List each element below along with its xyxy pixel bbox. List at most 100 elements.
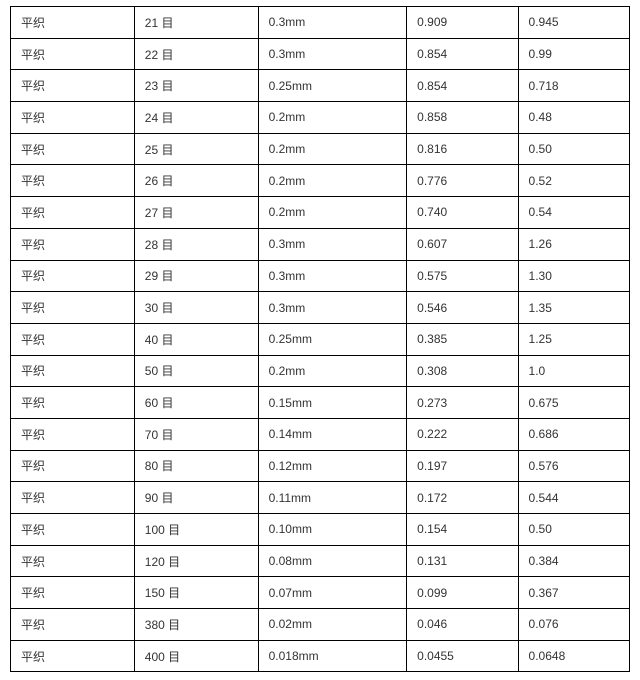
- table-cell: 0.172: [407, 482, 518, 514]
- table-cell: 平织: [11, 7, 135, 39]
- table-cell: 0.50: [518, 514, 629, 546]
- table-cell: 0.2mm: [258, 102, 407, 134]
- table-cell: 0.308: [407, 355, 518, 387]
- table-cell: 1.0: [518, 355, 629, 387]
- table-cell: 0.544: [518, 482, 629, 514]
- table-cell: 0.12mm: [258, 450, 407, 482]
- table-row: 平织400 目0.018mm0.04550.0648: [11, 640, 630, 672]
- table-cell: 0.2mm: [258, 355, 407, 387]
- table-cell: 0.2mm: [258, 133, 407, 165]
- table-cell: 平织: [11, 418, 135, 450]
- table-cell: 平织: [11, 640, 135, 672]
- table-row: 平织40 目0.25mm0.3851.25: [11, 323, 630, 355]
- table-cell: 30 目: [134, 292, 258, 324]
- table-cell: 0.776: [407, 165, 518, 197]
- table-cell: 0.076: [518, 609, 629, 641]
- table-cell: 0.607: [407, 228, 518, 260]
- table-cell: 平织: [11, 323, 135, 355]
- table-cell: 0.3mm: [258, 38, 407, 70]
- table-cell: 100 目: [134, 514, 258, 546]
- table-cell: 平织: [11, 133, 135, 165]
- table-row: 平织60 目0.15mm0.2730.675: [11, 387, 630, 419]
- table-cell: 0.3mm: [258, 7, 407, 39]
- table-cell: 21 目: [134, 7, 258, 39]
- table-cell: 0.384: [518, 545, 629, 577]
- table-row: 平织70 目0.14mm0.2220.686: [11, 418, 630, 450]
- table-cell: 0.15mm: [258, 387, 407, 419]
- table-cell: 平织: [11, 197, 135, 229]
- table-cell: 0.131: [407, 545, 518, 577]
- table-cell: 0.046: [407, 609, 518, 641]
- table-cell: 0.854: [407, 70, 518, 102]
- table-cell: 0.50: [518, 133, 629, 165]
- spec-table: 平织21 目0.3mm0.9090.945平织22 目0.3mm0.8540.9…: [10, 6, 630, 672]
- table-cell: 平织: [11, 514, 135, 546]
- table-cell: 80 目: [134, 450, 258, 482]
- table-cell: 0.48: [518, 102, 629, 134]
- table-cell: 90 目: [134, 482, 258, 514]
- table-cell: 0.018mm: [258, 640, 407, 672]
- table-cell: 0.945: [518, 7, 629, 39]
- table-cell: 0.718: [518, 70, 629, 102]
- table-cell: 0.222: [407, 418, 518, 450]
- table-cell: 120 目: [134, 545, 258, 577]
- table-cell: 0.0648: [518, 640, 629, 672]
- table-cell: 25 目: [134, 133, 258, 165]
- table-row: 平织24 目0.2mm0.8580.48: [11, 102, 630, 134]
- table-row: 平织380 目0.02mm0.0460.076: [11, 609, 630, 641]
- table-cell: 平织: [11, 450, 135, 482]
- table-cell: 0.54: [518, 197, 629, 229]
- table-row: 平织25 目0.2mm0.8160.50: [11, 133, 630, 165]
- table-cell: 0.14mm: [258, 418, 407, 450]
- table-cell: 平织: [11, 545, 135, 577]
- table-cell: 平织: [11, 102, 135, 134]
- table-cell: 0.686: [518, 418, 629, 450]
- table-cell: 70 目: [134, 418, 258, 450]
- table-cell: 0.675: [518, 387, 629, 419]
- table-cell: 平织: [11, 165, 135, 197]
- table-row: 平织21 目0.3mm0.9090.945: [11, 7, 630, 39]
- table-cell: 1.26: [518, 228, 629, 260]
- table-cell: 平织: [11, 609, 135, 641]
- table-cell: 0.0455: [407, 640, 518, 672]
- table-cell: 22 目: [134, 38, 258, 70]
- table-cell: 0.154: [407, 514, 518, 546]
- table-cell: 28 目: [134, 228, 258, 260]
- table-cell: 0.10mm: [258, 514, 407, 546]
- table-cell: 0.816: [407, 133, 518, 165]
- table-cell: 0.02mm: [258, 609, 407, 641]
- table-cell: 0.367: [518, 577, 629, 609]
- table-row: 平织23 目0.25mm0.8540.718: [11, 70, 630, 102]
- table-row: 平织150 目0.07mm0.0990.367: [11, 577, 630, 609]
- table-cell: 23 目: [134, 70, 258, 102]
- table-cell: 平织: [11, 577, 135, 609]
- table-cell: 0.575: [407, 260, 518, 292]
- table-cell: 0.2mm: [258, 197, 407, 229]
- table-cell: 1.30: [518, 260, 629, 292]
- table-cell: 1.35: [518, 292, 629, 324]
- table-row: 平织120 目0.08mm0.1310.384: [11, 545, 630, 577]
- table-cell: 平织: [11, 355, 135, 387]
- table-row: 平织30 目0.3mm0.5461.35: [11, 292, 630, 324]
- table-cell: 400 目: [134, 640, 258, 672]
- table-cell: 24 目: [134, 102, 258, 134]
- table-cell: 0.858: [407, 102, 518, 134]
- table-cell: 0.25mm: [258, 70, 407, 102]
- table-row: 平织90 目0.11mm0.1720.544: [11, 482, 630, 514]
- table-cell: 0.99: [518, 38, 629, 70]
- table-cell: 26 目: [134, 165, 258, 197]
- table-cell: 平织: [11, 228, 135, 260]
- table-cell: 0.2mm: [258, 165, 407, 197]
- table-cell: 平织: [11, 70, 135, 102]
- table-cell: 27 目: [134, 197, 258, 229]
- table-cell: 0.385: [407, 323, 518, 355]
- table-cell: 0.546: [407, 292, 518, 324]
- table-cell: 0.909: [407, 7, 518, 39]
- table-cell: 0.07mm: [258, 577, 407, 609]
- table-row: 平织28 目0.3mm0.6071.26: [11, 228, 630, 260]
- table-cell: 0.3mm: [258, 260, 407, 292]
- table-cell: 0.197: [407, 450, 518, 482]
- table-row: 平织27 目0.2mm0.7400.54: [11, 197, 630, 229]
- table-cell: 0.3mm: [258, 292, 407, 324]
- table-cell: 0.854: [407, 38, 518, 70]
